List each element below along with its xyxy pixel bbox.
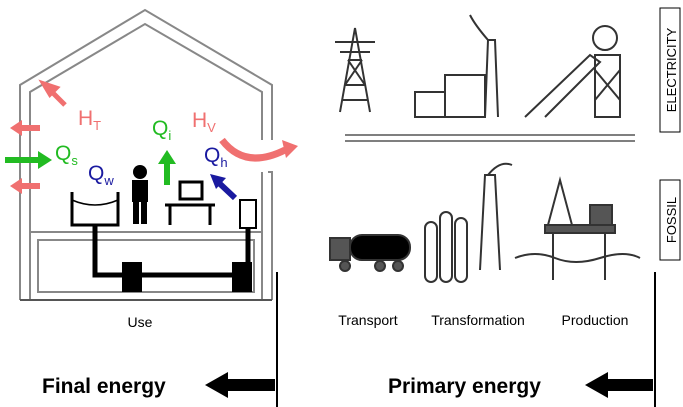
boundary-lines [276, 272, 656, 407]
flow-symbol: Q [152, 117, 168, 140]
flow-label: HV [192, 109, 216, 135]
stage-label: Transport [338, 312, 398, 328]
electricity-box [659, 7, 681, 133]
divider [345, 134, 635, 142]
flow-arrows [5, 79, 298, 201]
flow-subscript: V [207, 120, 216, 135]
heating-system [70, 165, 257, 292]
final-energy: Final energy [42, 375, 166, 398]
flow-subscript: i [168, 128, 171, 143]
fossil-label: FOSSIL [664, 197, 679, 243]
flow-subscript: T [93, 118, 101, 133]
flow-label: HT [78, 107, 101, 133]
flow-symbol: H [192, 109, 207, 132]
flow-label: Qw [88, 162, 114, 188]
stage-label: Production [562, 312, 629, 328]
electricity-label: ELECTRICITY [664, 27, 679, 112]
stage-labels: Transport Transformation Production [338, 312, 628, 328]
flow-symbol: Q [55, 142, 71, 165]
flow-subscript: w [103, 173, 114, 188]
stage-label: Transformation [431, 312, 525, 328]
flow-symbol: H [78, 107, 93, 130]
fossil-box [659, 179, 681, 261]
electricity-icons [335, 14, 621, 118]
primary-arrow-head [585, 372, 608, 398]
flow-subscript: h [220, 155, 227, 170]
fossil-icons [329, 162, 641, 283]
flow-symbol: Q [204, 144, 220, 167]
primary-energy: Primary energy [388, 375, 541, 398]
flow-symbol: Q [88, 162, 104, 185]
flow-label: Qi [152, 117, 171, 143]
final-arrow-head [205, 372, 228, 398]
use-label: Use [128, 314, 153, 330]
flow-label: Qs [55, 142, 78, 168]
flow-label: Qh [204, 144, 228, 170]
flow-subscript: s [71, 153, 78, 168]
